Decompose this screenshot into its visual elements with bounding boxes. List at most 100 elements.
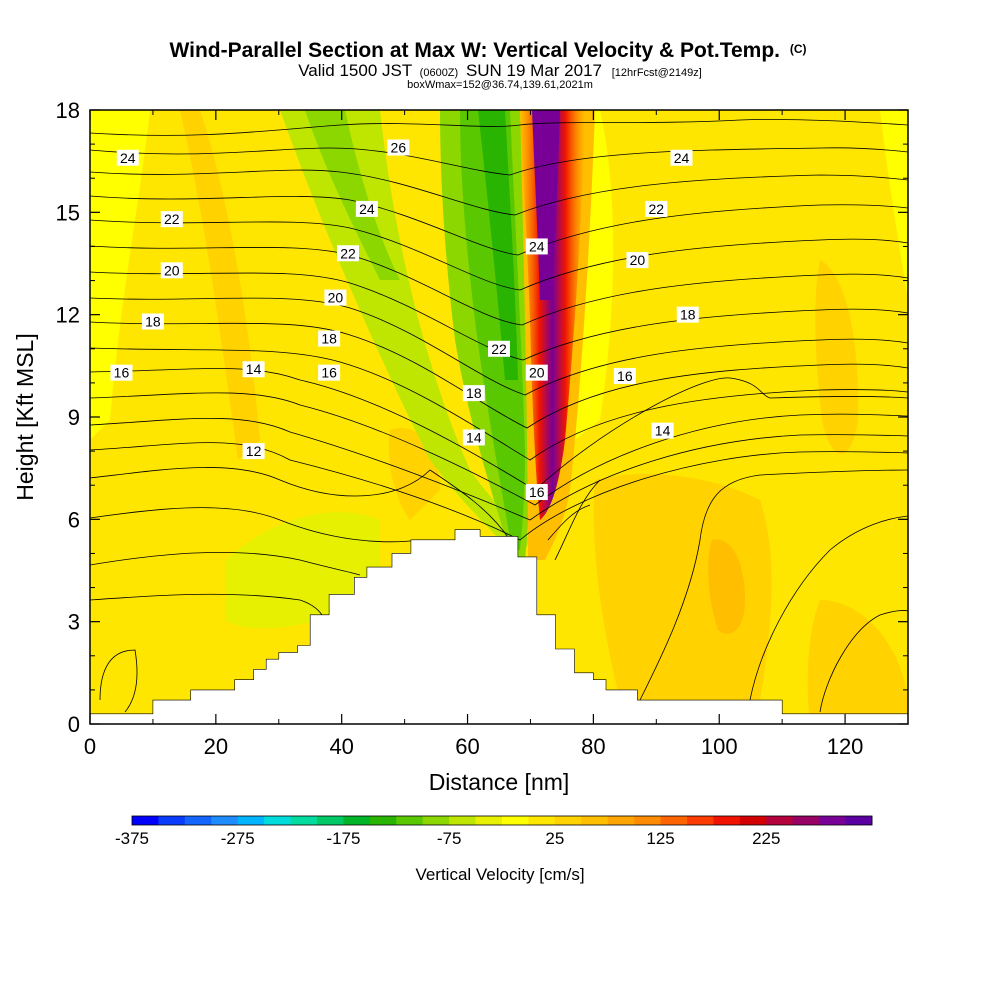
y-tick-label: 18 [56, 98, 80, 123]
colorbar-swatch [687, 816, 714, 825]
contour-label: 14 [462, 429, 485, 446]
box-wmax-line: boxWmax=152@36.74,139.61,2021m [407, 79, 593, 91]
theta-contour [90, 169, 908, 216]
contour-label: 22 [488, 340, 510, 357]
contour-label-text: 22 [491, 341, 507, 357]
contour-label-text: 24 [529, 238, 545, 254]
contour-label-text: 18 [321, 331, 337, 347]
colorbar-tick-label: -275 [221, 829, 255, 848]
colorbar-swatch [475, 816, 503, 825]
field-patch-light-4 [565, 110, 614, 440]
theta-contour [90, 392, 908, 506]
field-patch-light-right [880, 110, 908, 300]
field-patch-orange-3 [708, 539, 745, 634]
theta-contour [99, 649, 138, 713]
contour-label-bg [318, 364, 341, 381]
colorbar-swatch [819, 816, 846, 825]
theta-contour [819, 610, 908, 713]
contour-label-text: 18 [466, 385, 482, 401]
colorbar-tick-label: 225 [752, 829, 780, 848]
x-tick-label: 80 [581, 734, 605, 759]
contour-label: 16 [110, 364, 133, 381]
colorbar-swatch [132, 816, 159, 825]
colorbar-frame [131, 815, 873, 826]
theta-contour [90, 147, 908, 176]
theta-contour [90, 195, 908, 256]
theta-contour [90, 467, 511, 541]
colorbar-swatch [660, 816, 688, 825]
contour-label-bg [676, 306, 699, 323]
contour-label-text: 20 [529, 365, 545, 381]
contour-label-bg [336, 245, 359, 262]
contour-label-bg [613, 368, 636, 385]
field-patch-orange-4 [807, 600, 908, 724]
contour-label: 22 [160, 211, 183, 228]
colorbar-swatch [396, 816, 424, 825]
y-tick-label: 6 [68, 507, 80, 532]
contour-label: 16 [613, 368, 636, 385]
y-axis-label: Height [Kft MSL] [12, 333, 38, 500]
updraft-column [520, 110, 585, 520]
colorbar-tick-label: 25 [545, 829, 564, 848]
colorbar-swatch [845, 816, 873, 825]
contour-label-text: 22 [340, 245, 356, 261]
contour-label: 24 [525, 238, 548, 255]
plot-area: 24 22 20 18 16 14 12 26 24 22 20 18 16 18 14 22 24 20 16 24… [90, 110, 908, 724]
contour-label-bg [242, 443, 265, 460]
contour-label-bg [462, 385, 485, 402]
contour-label-bg [324, 289, 347, 306]
x-tick-label: 40 [329, 734, 353, 759]
colorbar-ticks: -375 -275 -175 -75 25 125 225 [115, 829, 780, 848]
colorbar-swatch [766, 816, 794, 825]
downdraft-band-inner [305, 110, 400, 280]
theta-contour [90, 297, 908, 396]
y-axis: 0 3 6 9 12 15 18 [56, 98, 908, 737]
x-tick-label: 120 [827, 734, 864, 759]
colorbar-swatch [449, 816, 476, 825]
theta-contour [90, 347, 908, 461]
x-tick-label: 20 [204, 734, 228, 759]
colorbar-swatch [739, 816, 767, 825]
theta-contour [90, 321, 908, 429]
colorbar-swatch [211, 816, 239, 825]
contour-label: 20 [324, 289, 347, 306]
contour-label-text: 22 [164, 211, 180, 227]
contour-label-bg [160, 211, 183, 228]
downdraft-core-dark [478, 110, 518, 380]
contour-label-bg [645, 200, 668, 217]
colorbar-swatch [264, 816, 291, 825]
contour-label: 16 [318, 364, 341, 381]
x-tick-label: 60 [455, 734, 479, 759]
contour-label: 24 [355, 200, 378, 217]
contour-label-bg [525, 238, 548, 255]
y-tick-label: 12 [56, 303, 80, 328]
x-tick-label: 0 [84, 734, 96, 759]
field-patch-light-left [90, 110, 150, 440]
colorbar-tick-label: -375 [115, 829, 149, 848]
theta-contour [90, 507, 421, 543]
contour-label-text: 24 [674, 150, 690, 166]
contour-label-bg [318, 330, 341, 347]
theta-contour [639, 469, 908, 701]
contour-label: 16 [525, 484, 548, 501]
theta-contour [90, 417, 908, 521]
contour-labels: 24 22 20 18 16 14 12 26 24 22 20 18 16 18 14 22 24 20 16 24… [110, 139, 699, 501]
terrain [90, 529, 908, 724]
x-axis-label: Distance [nm] [429, 769, 570, 795]
colorbar-swatch [184, 816, 212, 825]
contour-label-text: 20 [164, 262, 180, 278]
theta-contour [554, 479, 601, 561]
theta-contour [90, 245, 908, 326]
contour-label: 18 [318, 330, 341, 347]
theta-contour [90, 119, 908, 136]
contour-label-text: 16 [617, 368, 633, 384]
colorbar-swatch [317, 816, 344, 825]
contour-label-bg [626, 252, 649, 269]
colorbar-title: Vertical Velocity [cm/s] [415, 865, 584, 884]
contour-label-text: 18 [145, 313, 161, 329]
colorbar-swatch [581, 816, 609, 825]
y-tick-label: 15 [56, 200, 80, 225]
contour-label-bg [525, 484, 548, 501]
theta-contour [547, 504, 591, 541]
